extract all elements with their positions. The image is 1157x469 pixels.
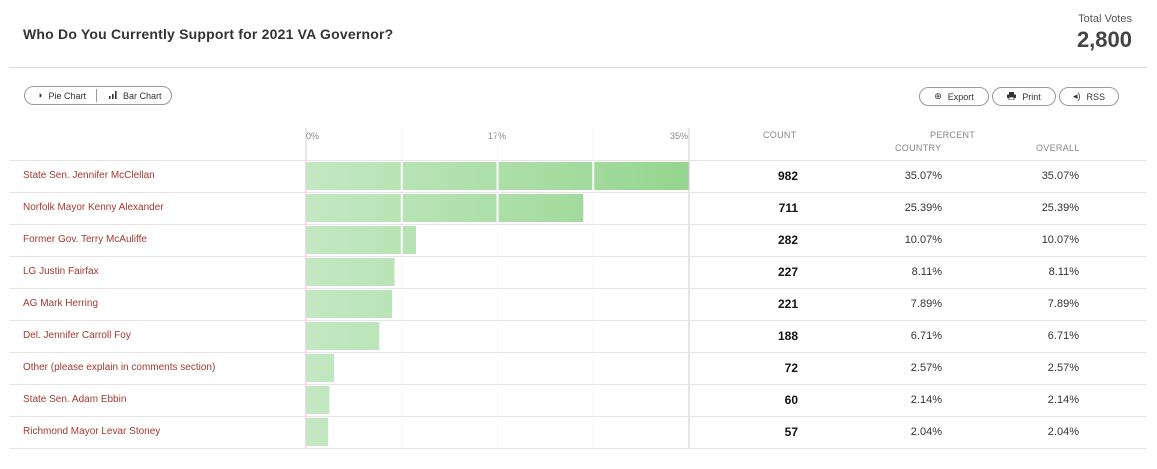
bar [306, 290, 393, 318]
percent-overall: 10.07% [1041, 234, 1079, 246]
bar [306, 194, 584, 222]
percent-overall: 25.39% [1041, 202, 1079, 214]
percent-overall: 2.04% [1047, 426, 1079, 438]
print-label: Print [1022, 91, 1041, 102]
percent-column-header: PERCENT [930, 130, 976, 140]
vote-count: 711 [778, 201, 798, 215]
percent-country: 2.04% [910, 426, 942, 438]
percent-country: 25.39% [904, 202, 942, 214]
printer-icon [1007, 91, 1017, 102]
bar-chart-icon [108, 90, 117, 101]
bar [306, 322, 380, 350]
plus-circle-icon: ⊕ [934, 91, 942, 101]
candidate-label[interactable]: AG Mark Herring [23, 298, 99, 309]
percent-country: 8.11% [911, 266, 942, 278]
row-divider [9, 448, 1147, 449]
row-divider [9, 352, 1147, 353]
candidate-label[interactable]: Norfolk Mayor Kenny Alexander [23, 202, 164, 213]
vote-count: 221 [777, 297, 798, 311]
vote-count: 72 [784, 361, 798, 375]
percent-overall: 2.14% [1047, 394, 1079, 406]
toggle-separator [95, 89, 97, 102]
poll-title: Who Do You Currently Support for 2021 VA… [23, 26, 394, 42]
vote-count: 282 [777, 233, 798, 247]
candidate-label[interactable]: Richmond Mayor Levar Stoney [23, 426, 161, 437]
percent-country: 2.57% [910, 362, 942, 374]
bar [306, 354, 335, 382]
half-circle-icon: ◑ [37, 90, 43, 100]
percent-overall: 35.07% [1041, 170, 1079, 182]
row-divider [9, 416, 1147, 417]
percent-overall: 7.89% [1047, 298, 1079, 310]
country-column-header: COUNTRY [895, 143, 942, 153]
vote-count: 188 [777, 329, 798, 343]
candidate-label[interactable]: Other (please explain in comments sectio… [23, 362, 216, 373]
row-divider [9, 192, 1147, 193]
header-divider [9, 67, 1147, 68]
vote-count: 60 [784, 393, 798, 407]
bar-chart-label: Bar Chart [122, 90, 162, 101]
candidate-label[interactable]: LG Justin Fairfax [23, 266, 99, 277]
chart-type-toggle: ◑ Pie Chart Bar Chart [24, 86, 173, 105]
percent-country: 6.71% [910, 330, 942, 342]
print-button[interactable]: Print [992, 87, 1056, 106]
export-label: Export [947, 91, 974, 102]
row-divider [9, 288, 1147, 289]
candidate-label[interactable]: Del. Jennifer Carroll Foy [23, 330, 131, 341]
percent-country: 7.89% [910, 298, 942, 310]
candidate-label[interactable]: State Sen. Jennifer McClellan [23, 170, 155, 181]
row-divider [9, 320, 1147, 321]
candidate-label[interactable]: Former Gov. Terry McAuliffe [23, 234, 147, 245]
row-divider [9, 224, 1147, 225]
percent-overall: 6.71% [1047, 330, 1079, 342]
percent-country: 2.14% [910, 394, 942, 406]
pie-chart-label: Pie Chart [48, 90, 86, 101]
tick-label-2: 35% [670, 131, 689, 141]
row-divider [9, 384, 1147, 385]
row-divider [9, 160, 1147, 161]
total-votes-value: 2,800 [1076, 27, 1132, 52]
bar [306, 258, 395, 286]
total-votes-label: Total Votes [1078, 13, 1132, 25]
percent-country: 35.07% [904, 170, 942, 182]
row-divider [9, 256, 1147, 257]
percent-overall: 2.57% [1047, 362, 1079, 374]
speaker-icon: ◂) [1072, 91, 1081, 101]
vote-count: 227 [777, 265, 798, 279]
bar [306, 386, 330, 414]
rss-button[interactable]: ◂) RSS [1059, 87, 1119, 106]
pie-chart-button[interactable]: ◑ Pie Chart [25, 87, 96, 104]
percent-country: 10.07% [904, 234, 942, 246]
bar [306, 418, 329, 446]
overall-column-header: OVERALL [1036, 143, 1080, 153]
export-button[interactable]: ⊕ Export [919, 87, 989, 106]
vote-count: 57 [784, 425, 798, 439]
bar [306, 226, 416, 254]
candidate-label[interactable]: State Sen. Adam Ebbin [23, 394, 127, 405]
count-column-header: COUNT [763, 130, 797, 140]
bar-chart-button[interactable]: Bar Chart [97, 87, 172, 104]
percent-overall: 8.11% [1048, 266, 1079, 278]
rss-label: RSS [1086, 91, 1106, 102]
tick-label-0: 0% [306, 131, 320, 141]
vote-count: 982 [777, 169, 798, 183]
